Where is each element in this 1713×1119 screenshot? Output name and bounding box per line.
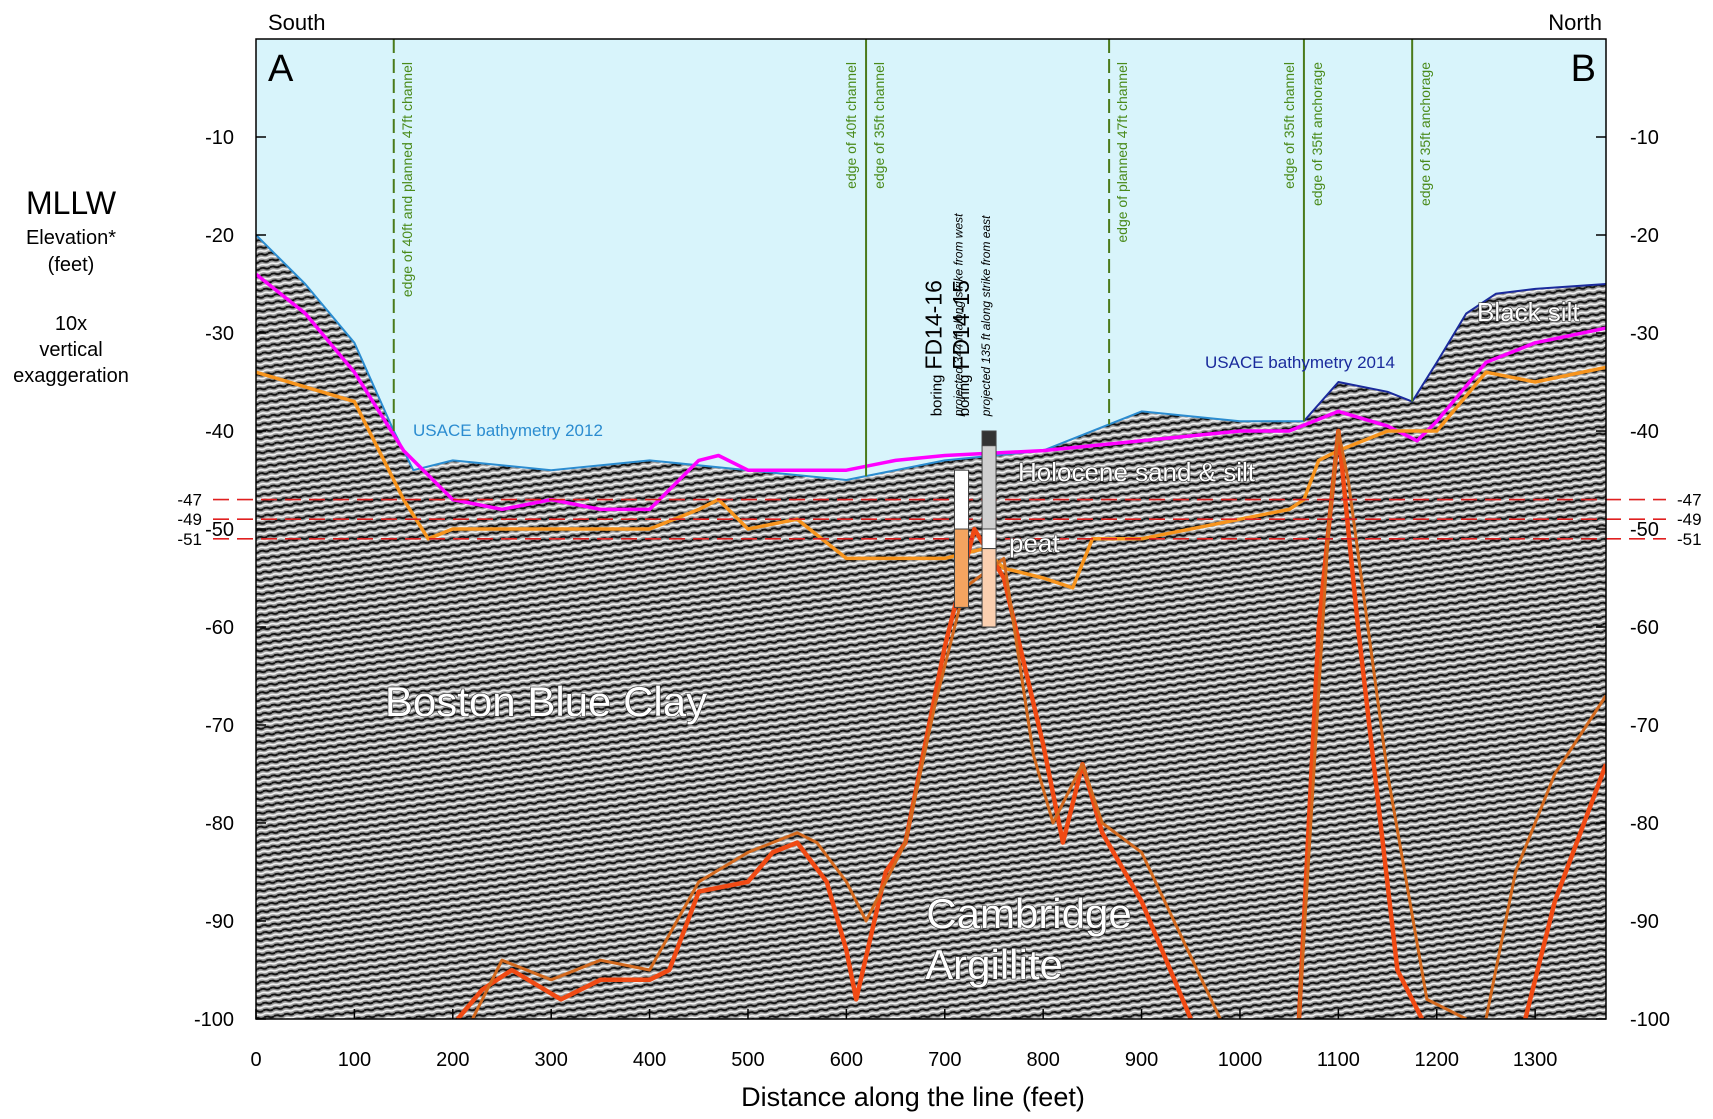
channel-edge-label: edge of 40ft channel	[843, 62, 859, 189]
boring-interval	[981, 430, 997, 447]
x-tick-label: 300	[535, 1049, 568, 1071]
boring-interval	[954, 528, 970, 608]
x-tick-label: 400	[633, 1049, 666, 1071]
unit-label: Holocene sand & silt	[1018, 457, 1256, 487]
series-label: USACE bathymetry 2012	[413, 421, 603, 440]
x-tick-label: 900	[1125, 1049, 1158, 1071]
x-tick-label: 0	[250, 1049, 261, 1071]
y-tick-label: -80	[205, 813, 234, 835]
boring-interval	[954, 469, 970, 530]
note: vertical	[39, 339, 102, 361]
y-label: MLLW	[26, 185, 117, 221]
y2-tick-label: -50	[1630, 519, 1659, 541]
section-label: A	[268, 48, 294, 90]
horizon-line	[256, 272, 1606, 512]
y-tick-label: -70	[205, 715, 234, 737]
plot-area	[256, 39, 1606, 1019]
y-tick-label: -100	[194, 1009, 234, 1031]
x-tick-label: 800	[1026, 1049, 1059, 1071]
reference-label: -49	[1677, 510, 1702, 529]
channel-edge-label: edge of planned 47ft channel	[1114, 62, 1130, 243]
x-tick-label: 1000	[1218, 1049, 1263, 1071]
y2-tick-label: -80	[1630, 813, 1659, 835]
horizon-line	[471, 429, 1606, 1019]
series-label: USACE bathymetry 2014	[1205, 353, 1395, 372]
channel-edge-label: edge of 35ft anchorage	[1309, 62, 1325, 206]
y2-tick-label: -40	[1630, 421, 1659, 443]
y2-tick-label: -100	[1630, 1009, 1670, 1031]
boring-interval	[981, 548, 997, 628]
x-axis-label: Distance along the line (feet)	[741, 1082, 1085, 1112]
y-tick-label: -10	[205, 127, 234, 149]
x-tick-label: 200	[436, 1049, 469, 1071]
y-tick-label: -60	[205, 617, 234, 639]
y2-tick-label: -20	[1630, 225, 1659, 247]
reference-label: -51	[177, 530, 202, 549]
horizon-line	[256, 234, 1304, 481]
y-tick-label: -20	[205, 225, 234, 247]
horizon-line	[455, 428, 1606, 1019]
x-tick-label: 1200	[1415, 1049, 1460, 1071]
boring-id: FD14-16	[921, 280, 947, 369]
x-tick-label: 600	[830, 1049, 863, 1071]
unit-label: Cambridge	[926, 890, 1131, 937]
boring-label: boring FD14-16	[921, 280, 947, 416]
channel-edge-label: edge of 35ft channel	[871, 62, 887, 189]
boring-note: projected 344 ft along strike from west	[952, 213, 966, 417]
unit-label: Black silt	[1477, 297, 1580, 327]
x-tick-label: 100	[338, 1049, 371, 1071]
unit-label: Boston Blue Clay	[385, 678, 707, 725]
unit-label: peat	[1009, 528, 1060, 558]
direction-label: South	[268, 10, 326, 35]
unit-label: Argillite	[925, 941, 1063, 988]
boring-prefix: boring	[929, 375, 946, 417]
y2-tick-label: -90	[1630, 911, 1659, 933]
horizon-line	[1303, 283, 1606, 422]
y-tick-label: -30	[205, 323, 234, 345]
boring-note: projected 135 ft along strike from east	[979, 215, 993, 417]
x-tick-label: 1300	[1513, 1049, 1558, 1071]
y2-tick-label: -60	[1630, 617, 1659, 639]
boring-label: boring FD14-15	[948, 280, 974, 416]
y-label: Elevation*	[26, 227, 116, 249]
y2-tick-label: -10	[1630, 127, 1659, 149]
x-tick-label: 1100	[1317, 1049, 1360, 1071]
note: 10x	[55, 313, 87, 335]
x-tick-label: 500	[731, 1049, 764, 1071]
reference-label: -51	[1677, 530, 1702, 549]
y-label: (feet)	[48, 254, 95, 276]
y-tick-label: -90	[205, 911, 234, 933]
reference-label: -47	[1677, 491, 1702, 510]
y2-tick-label: -30	[1630, 323, 1659, 345]
boring-interval	[981, 445, 997, 530]
direction-label: North	[1548, 10, 1602, 35]
section-label: B	[1571, 48, 1596, 90]
reference-label: -49	[177, 510, 202, 529]
channel-edge-label: edge of 35ft anchorage	[1417, 62, 1433, 206]
y-tick-label: -50	[205, 519, 234, 541]
boring-id: FD14-15	[948, 280, 974, 369]
y-tick-label: -40	[205, 421, 234, 443]
boring-interval	[981, 528, 997, 550]
reference-label: -47	[177, 491, 202, 510]
channel-edge-label: edge of 40ft and planned 47ft channel	[399, 62, 415, 297]
x-tick-label: 700	[928, 1049, 961, 1071]
y2-tick-label: -70	[1630, 715, 1659, 737]
note: exaggeration	[13, 365, 129, 387]
channel-edge-label: edge of 35ft channel	[1281, 62, 1297, 189]
boring-prefix: boring	[956, 375, 973, 417]
